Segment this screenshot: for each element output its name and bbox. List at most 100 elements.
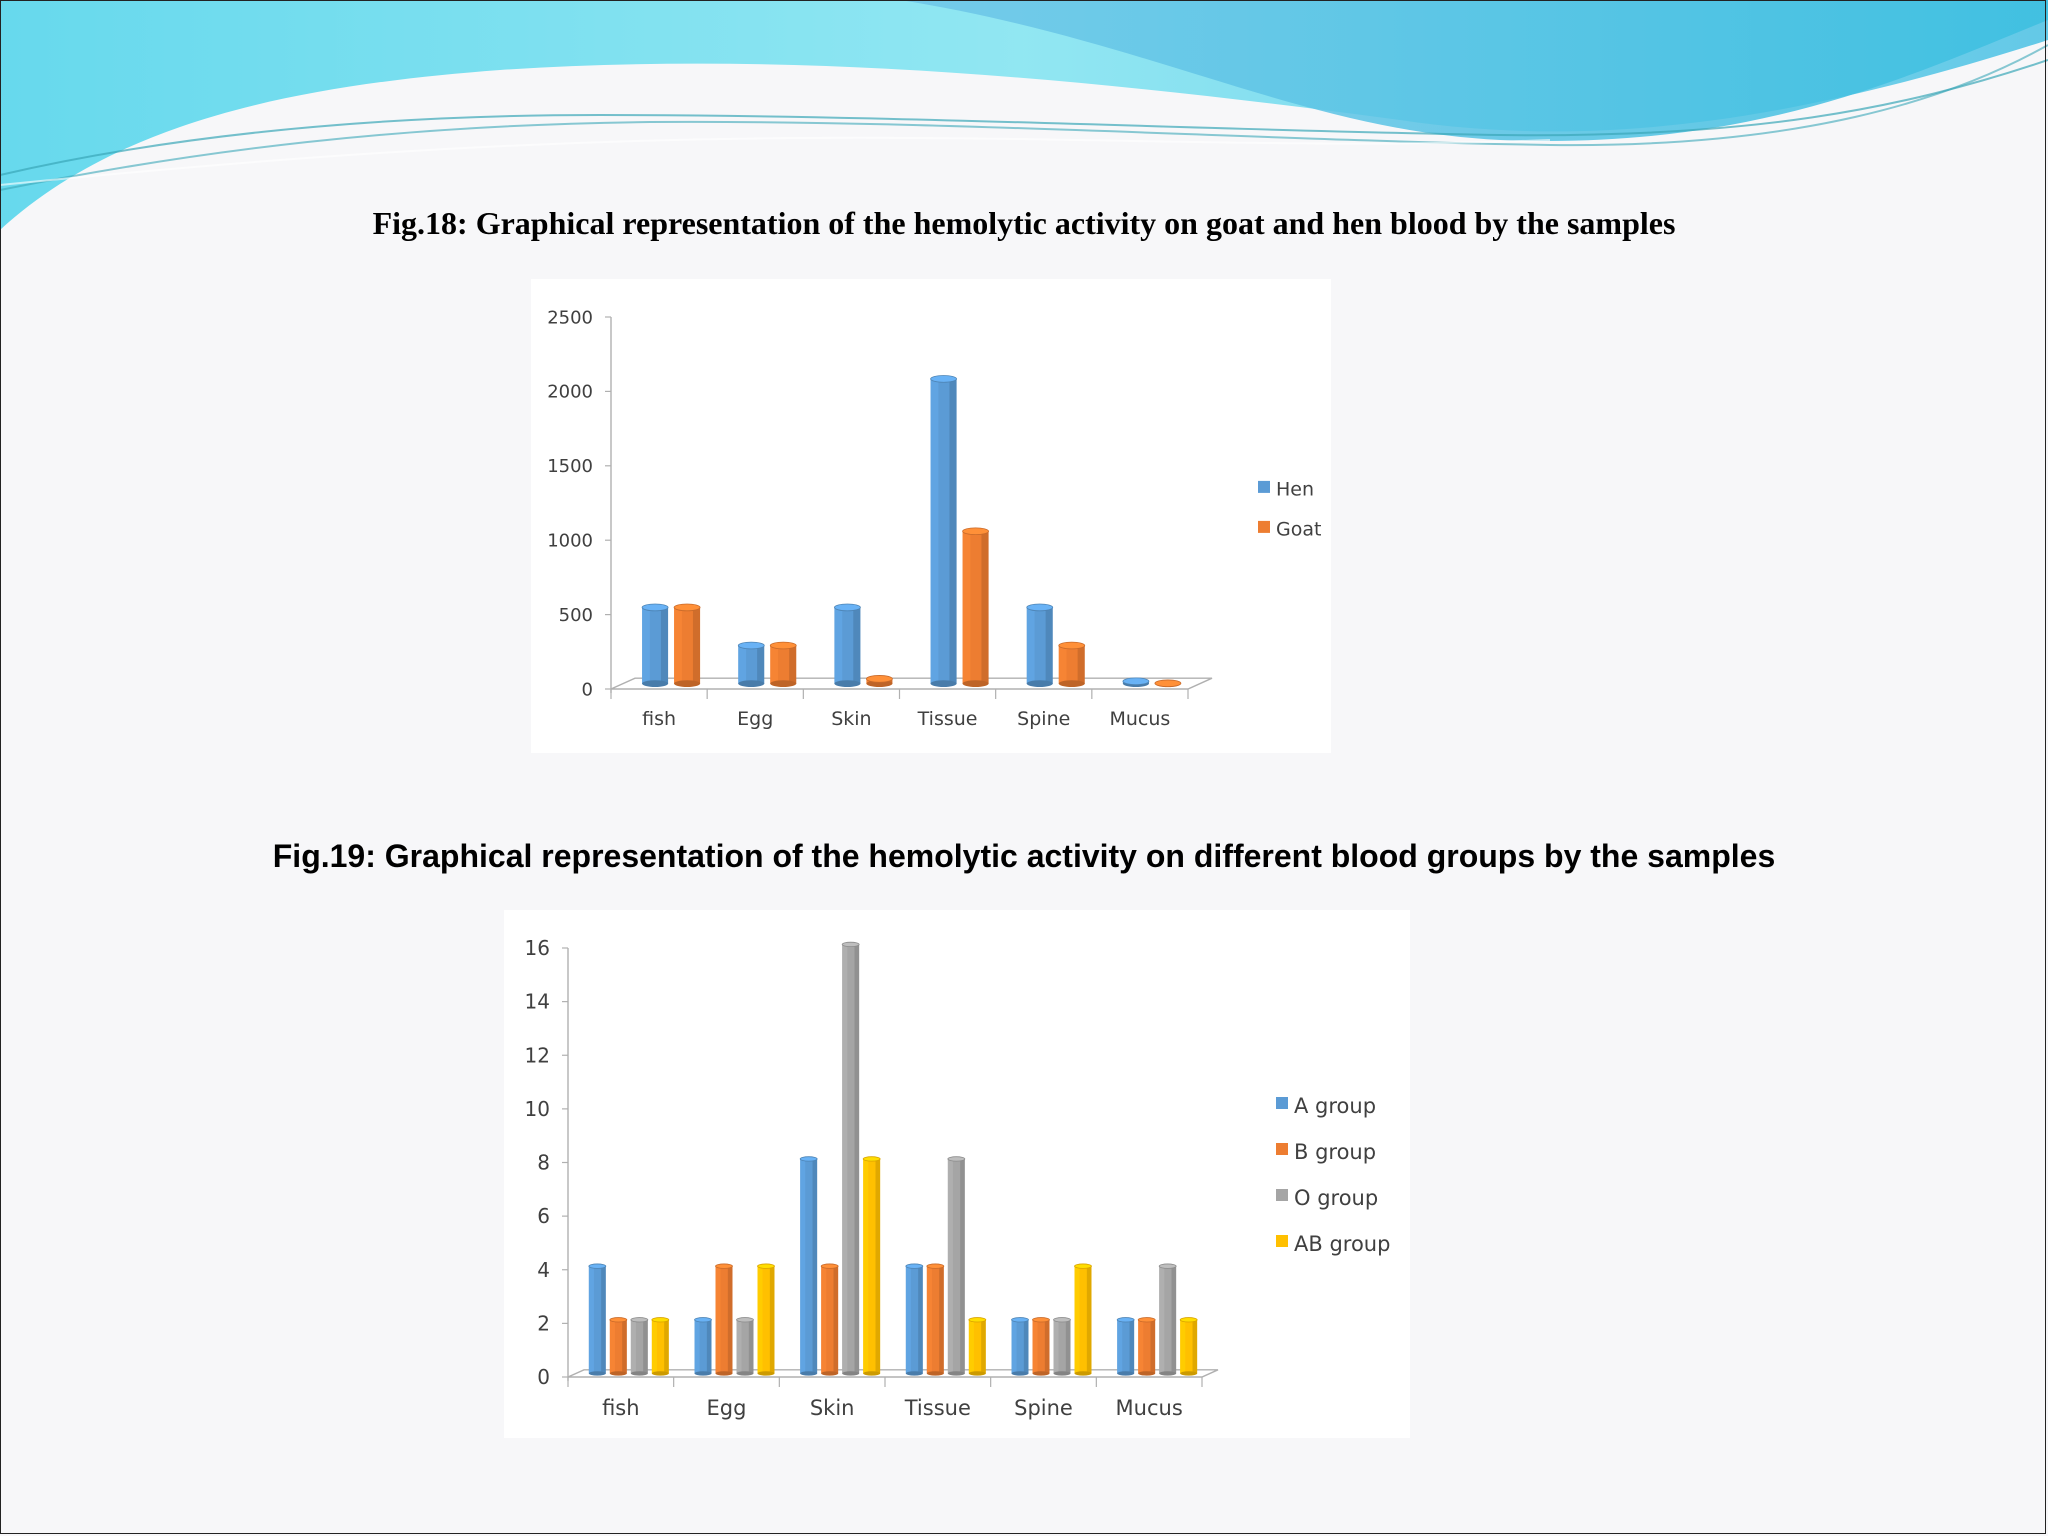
chart2-bar-b-group-egg — [715, 1263, 733, 1376]
chart2-legend-label-3: AB group — [1294, 1232, 1390, 1256]
chart1-bar-goat-tissue — [962, 527, 989, 687]
chart2-bar-ab-group-spine-highlight — [1074, 1266, 1080, 1374]
chart2-bar-b-group-tissue-shade — [939, 1266, 944, 1374]
chart2-bar-ab-group-egg-highlight — [757, 1266, 763, 1374]
chart1-bar-goat-fish-base — [674, 680, 701, 687]
chart2-legend-swatch-1 — [1276, 1143, 1288, 1155]
chart2-y-tick-label-7: 14 — [525, 990, 550, 1014]
chart1-bar-goat-tissue-base — [962, 680, 989, 687]
chart2-bar-o-group-skin-shade — [854, 944, 860, 1374]
chart1-bar-goat-spine-cap — [1058, 641, 1086, 650]
chart2-bar-a-group-egg-highlight — [694, 1319, 700, 1374]
chart2-bar-a-group-tissue-highlight — [905, 1266, 911, 1374]
chart2-bar-ab-group-spine-base — [1074, 1371, 1092, 1376]
chart1-y-tick-label-1: 500 — [559, 605, 593, 626]
chart2-legend-label-0: A group — [1294, 1094, 1376, 1118]
chart2-bar-b-group-egg-base — [715, 1371, 733, 1376]
chart2-bar-o-group-spine-base — [1053, 1371, 1071, 1376]
chart2-bar-b-group-spine — [1032, 1317, 1050, 1376]
chart2-bar-a-group-skin — [799, 1156, 818, 1376]
chart2-bar-a-group-tissue-shade — [918, 1266, 923, 1374]
chart1-bar-goat-tissue-cap — [962, 527, 989, 536]
chart2-bar-o-group-mucus-base — [1159, 1371, 1177, 1376]
chart2-bar-b-group-egg-highlight — [715, 1266, 721, 1374]
chart2-bar-b-group-fish — [609, 1317, 628, 1376]
chart1-bar-goat-spine — [1058, 641, 1086, 687]
chart1-bar-hen-mucus — [1122, 677, 1150, 687]
chart-canvas-blood-groups: 0 2 4 6 8 10 12 14 16 fish Egg Skin Tissue Spine Mucus… — [525, 936, 1391, 1420]
chart1-bar-hen-tissue — [930, 375, 957, 687]
chart2-bar-ab-group-fish-shade — [664, 1319, 669, 1374]
chart1-bar-hen-spine-cap — [1026, 603, 1054, 612]
chart2-bar-b-group-spine-highlight — [1032, 1319, 1038, 1374]
chart2-bar-b-group-fish-base — [609, 1371, 627, 1376]
chart1-bar-hen-skin — [834, 603, 861, 687]
chart2-bar-ab-group-tissue-shade — [981, 1319, 986, 1374]
chart1-bar-goat-fish — [673, 603, 701, 687]
chart2-bar-a-group-skin-shade — [812, 1158, 818, 1374]
chart1-bar-hen-skin-cap — [834, 603, 861, 612]
chart2-x-tick-label-5: Mucus — [1116, 1396, 1183, 1420]
chart2-bar-o-group-mucus-highlight — [1159, 1266, 1165, 1374]
chart2-legend-swatch-3 — [1276, 1235, 1288, 1247]
chart2-bar-b-group-mucus-highlight — [1138, 1319, 1144, 1374]
chart2-bar-o-group-skin — [841, 941, 860, 1376]
chart2-bar-b-group-skin-cap — [820, 1263, 839, 1269]
chart2-bar-b-group-tissue-cap — [926, 1263, 945, 1269]
chart2-bar-a-group-spine-shade — [1023, 1319, 1029, 1374]
chart2-x-tick-label-4: Spine — [1014, 1396, 1073, 1420]
chart2-y-tick-label-2: 4 — [537, 1258, 550, 1282]
chart2-bar-ab-group-fish-cap — [651, 1317, 670, 1323]
chart2-bar-ab-group-tissue-base — [968, 1371, 986, 1376]
chart2-bar-a-group-fish-base — [588, 1371, 606, 1376]
chart2-bar-ab-group-skin-base — [863, 1371, 881, 1376]
chart1-bar-hen-tissue-highlight — [930, 378, 939, 684]
chart2-bar-a-group-egg-cap — [694, 1317, 712, 1323]
chart1-bar-goat-mucus — [1154, 679, 1182, 688]
chart1-floor — [610, 677, 1213, 690]
chart1-bar-hen-tissue-base — [930, 680, 957, 687]
chart1-y-tick-label-5: 2500 — [547, 307, 593, 328]
chart2-bar-o-group-mucus-cap — [1158, 1263, 1177, 1269]
chart2-bar-o-group-fish-highlight — [630, 1319, 636, 1374]
chart1-x-tick-label-1: Egg — [737, 708, 773, 730]
chart2-bar-o-group-mucus-shade — [1171, 1266, 1177, 1374]
chart1-legend-label-1: Goat — [1276, 518, 1321, 540]
chart2-bar-a-group-spine-highlight — [1011, 1319, 1017, 1374]
chart1-x-tick-label-5: Mucus — [1110, 708, 1171, 730]
chart1-bar-hen-egg-shade — [757, 645, 765, 684]
chart2-bar-a-group-skin-cap — [799, 1156, 818, 1162]
chart1-bar-goat-spine-base — [1058, 680, 1085, 687]
chart1-bar-goat-spine-highlight — [1058, 645, 1067, 684]
chart2-bar-a-group-fish-shade — [601, 1266, 606, 1374]
chart2-bar-o-group-mucus — [1158, 1263, 1177, 1376]
chart2-bar-ab-group-tissue-highlight — [968, 1319, 974, 1374]
chart1-bar-hen-egg-cap — [737, 641, 765, 650]
chart2-y-tick-label-4: 8 — [537, 1151, 550, 1175]
chart2-bar-o-group-spine-cap — [1053, 1317, 1071, 1323]
figure-19-title: Fig.19: Graphical representation of the … — [272, 838, 1776, 874]
chart1-bar-hen-spine-shade — [1045, 607, 1053, 684]
header-wave-decoration — [0, 0, 2048, 230]
chart2-bar-ab-group-egg-shade — [769, 1266, 775, 1374]
chart2-bar-b-group-fish-highlight — [609, 1319, 615, 1374]
chart2-bar-a-group-fish-highlight — [588, 1266, 594, 1374]
chart2-bar-ab-group-fish — [651, 1317, 670, 1376]
chart2-bar-b-group-fish-shade — [622, 1319, 627, 1374]
chart2-bar-ab-group-mucus-shade — [1192, 1319, 1198, 1374]
chart1-bar-goat-tissue-shade — [981, 531, 989, 684]
chart2-x-tick-label-2: Skin — [810, 1396, 855, 1420]
chart2-bar-b-group-mucus-shade — [1150, 1319, 1156, 1374]
chart2-bar-o-group-egg-base — [736, 1371, 754, 1376]
chart1-bar-hen-tissue-shade — [949, 378, 957, 684]
chart2-bar-b-group-tissue-base — [926, 1371, 944, 1376]
hemolytic-blood-groups-chart: 0 2 4 6 8 10 12 14 16 fish Egg Skin Tissue Spine Mucus… — [504, 910, 1410, 1438]
chart1-y-tick-label-2: 1000 — [547, 531, 593, 552]
chart1-bar-hen-skin-shade — [853, 607, 861, 684]
chart1-bar-goat-egg — [769, 641, 797, 687]
chart1-bar-hen-spine — [1026, 603, 1054, 687]
chart2-legend-swatch-2 — [1276, 1189, 1288, 1201]
chart2-bar-ab-group-spine-shade — [1086, 1266, 1092, 1374]
chart1-bar-hen-spine-base — [1026, 680, 1053, 687]
chart2-bar-b-group-tissue-highlight — [926, 1266, 932, 1374]
